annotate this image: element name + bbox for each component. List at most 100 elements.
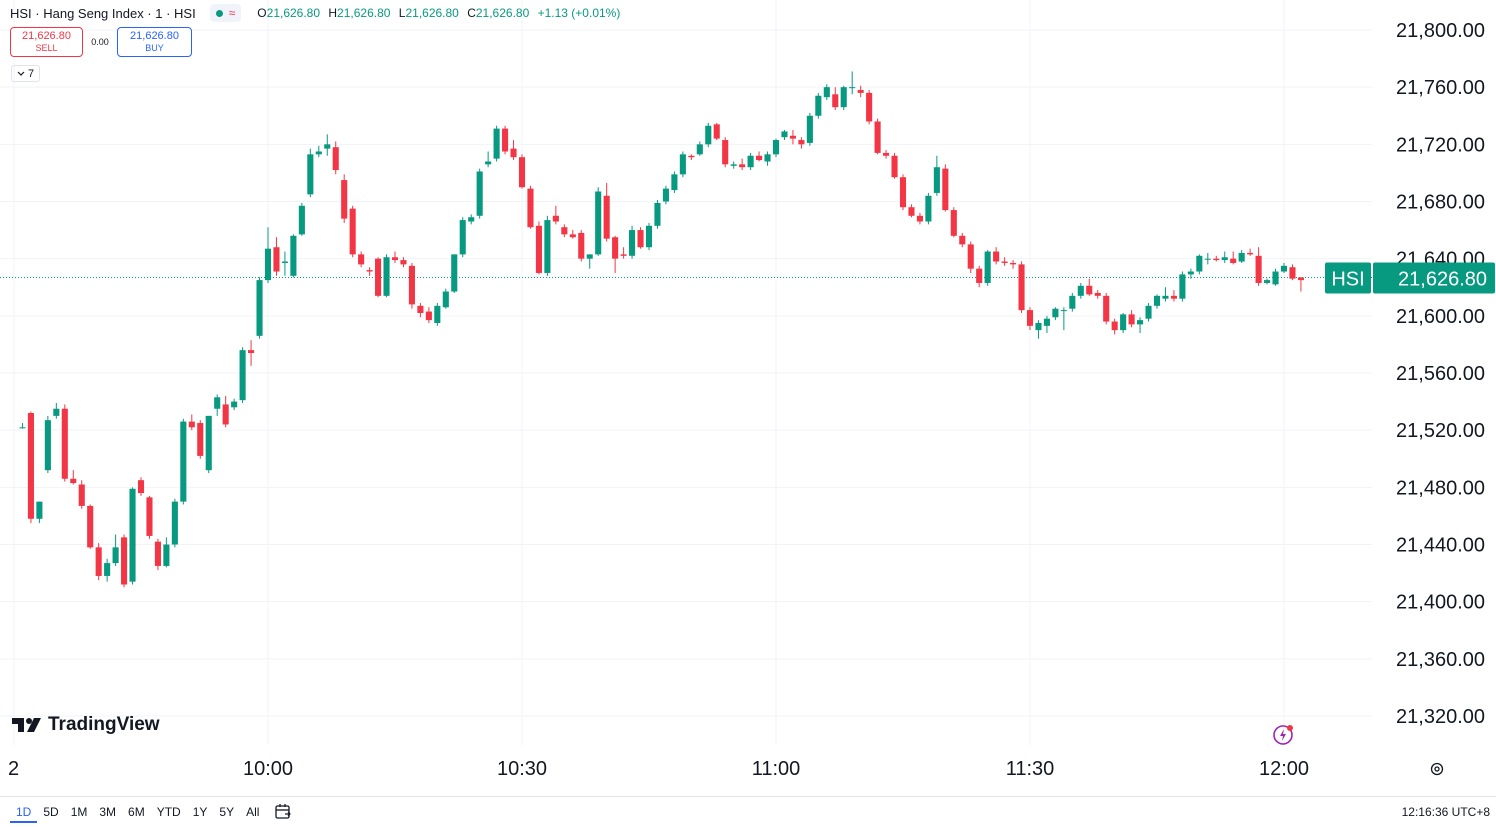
candle xyxy=(942,164,949,212)
candle xyxy=(1111,318,1118,335)
candle-body xyxy=(383,257,390,296)
candle-body xyxy=(730,164,737,166)
candle xyxy=(967,241,974,273)
range-1y[interactable]: 1Y xyxy=(192,805,208,819)
candle xyxy=(1069,292,1076,312)
range-6m[interactable]: 6M xyxy=(128,805,145,819)
range-ytd[interactable]: YTD xyxy=(156,805,181,819)
candle-body xyxy=(1264,280,1271,283)
candle-body xyxy=(696,144,703,155)
candle xyxy=(1153,294,1161,309)
candle-body xyxy=(493,128,500,159)
candle-body xyxy=(95,547,102,576)
candle-body xyxy=(180,421,187,502)
candle-body xyxy=(840,87,847,108)
candle xyxy=(163,537,170,568)
candle xyxy=(806,112,813,146)
candle-body xyxy=(586,254,593,259)
range-5d[interactable]: 5D xyxy=(43,805,59,819)
range-1m[interactable]: 1M xyxy=(70,805,88,819)
candle xyxy=(1060,307,1067,331)
x-tick-label: 12:00 xyxy=(1259,758,1309,780)
symbol-legend[interactable]: HSI · Hang Seng Index · 1 · HSI ≈ O21,62… xyxy=(10,4,625,22)
range-3m[interactable]: 3M xyxy=(99,805,117,819)
candle-body xyxy=(908,207,915,216)
candle xyxy=(104,558,111,582)
sell-button[interactable]: 21,626.80 SELL xyxy=(10,27,83,57)
candle-body xyxy=(476,171,483,216)
candle-body xyxy=(552,215,559,222)
candle xyxy=(798,137,805,149)
candle-body xyxy=(688,155,695,158)
candle-body xyxy=(307,154,314,195)
y-tick-label: 21,400.00 xyxy=(1396,592,1485,614)
candle-body xyxy=(154,541,161,566)
candle-body xyxy=(662,188,669,202)
candle xyxy=(1103,292,1110,325)
candle-body xyxy=(705,125,712,145)
clock-timezone[interactable]: 12:16:36 UTC+8 xyxy=(1401,805,1490,819)
candle-body xyxy=(637,230,644,248)
candle-body xyxy=(1187,271,1194,275)
candle xyxy=(307,148,314,198)
candle-body xyxy=(527,188,534,228)
candle xyxy=(502,125,509,155)
candle xyxy=(27,411,34,524)
candle xyxy=(1187,268,1194,279)
x-tick-label: 10:00 xyxy=(243,758,293,780)
market-status[interactable]: ≈ xyxy=(209,4,242,22)
indicators-count: 7 xyxy=(27,67,35,80)
candle xyxy=(1297,277,1304,292)
candle-body xyxy=(899,177,907,208)
candle xyxy=(645,222,653,251)
open-value: 21,626.80 xyxy=(266,6,321,20)
tradingview-logo[interactable]: TradingView xyxy=(12,714,160,736)
candle xyxy=(366,267,373,276)
range-1d[interactable]: 1D xyxy=(10,803,38,823)
candle xyxy=(273,237,280,276)
candle xyxy=(468,214,475,225)
candle xyxy=(1247,248,1254,256)
candle xyxy=(375,257,382,298)
candle xyxy=(866,90,873,125)
symbol-title[interactable]: HSI · Hang Seng Index · 1 · HSI xyxy=(10,5,196,21)
candle-body xyxy=(916,215,923,222)
candle-body xyxy=(798,140,805,145)
candle-body xyxy=(1069,295,1076,309)
candle xyxy=(264,227,272,283)
candle-body xyxy=(256,280,263,336)
candle-body xyxy=(1297,277,1304,281)
indicators-toggle[interactable]: 7 xyxy=(11,65,40,82)
calendar-icon[interactable] xyxy=(274,803,292,821)
candle xyxy=(290,234,297,278)
range-all[interactable]: All xyxy=(246,805,260,819)
chevron-down-icon xyxy=(17,71,25,76)
settings-icon[interactable] xyxy=(1428,760,1446,778)
candle xyxy=(112,534,119,566)
candle xyxy=(781,130,788,141)
candle-body xyxy=(197,423,204,456)
candle-body xyxy=(595,191,602,255)
candle xyxy=(1052,307,1059,321)
candlestick-chart[interactable]: 21,800.00 21,760.00 21,720.00 21,680.00 21,6… xyxy=(0,0,1496,796)
price-tag-value: 21,626.80 xyxy=(1398,269,1487,291)
candle-body xyxy=(976,268,983,283)
candle-body xyxy=(324,144,331,149)
candle xyxy=(705,122,712,148)
range-5y[interactable]: 5Y xyxy=(219,805,235,819)
candle xyxy=(891,152,898,179)
candle xyxy=(696,141,703,156)
candle xyxy=(976,265,983,288)
candle-body xyxy=(578,232,585,259)
candle xyxy=(603,182,610,242)
candle-body xyxy=(510,148,517,158)
trade-panel: 21,626.80 SELL 0.00 21,626.80 BUY xyxy=(10,27,192,57)
y-tick-label: 21,360.00 xyxy=(1396,649,1485,671)
buy-button[interactable]: 21,626.80 BUY xyxy=(117,27,192,57)
candle xyxy=(933,155,940,196)
lightning-icon[interactable] xyxy=(1272,724,1294,746)
candle-body xyxy=(1255,255,1262,283)
candle-body xyxy=(112,547,119,564)
candle xyxy=(53,403,60,419)
